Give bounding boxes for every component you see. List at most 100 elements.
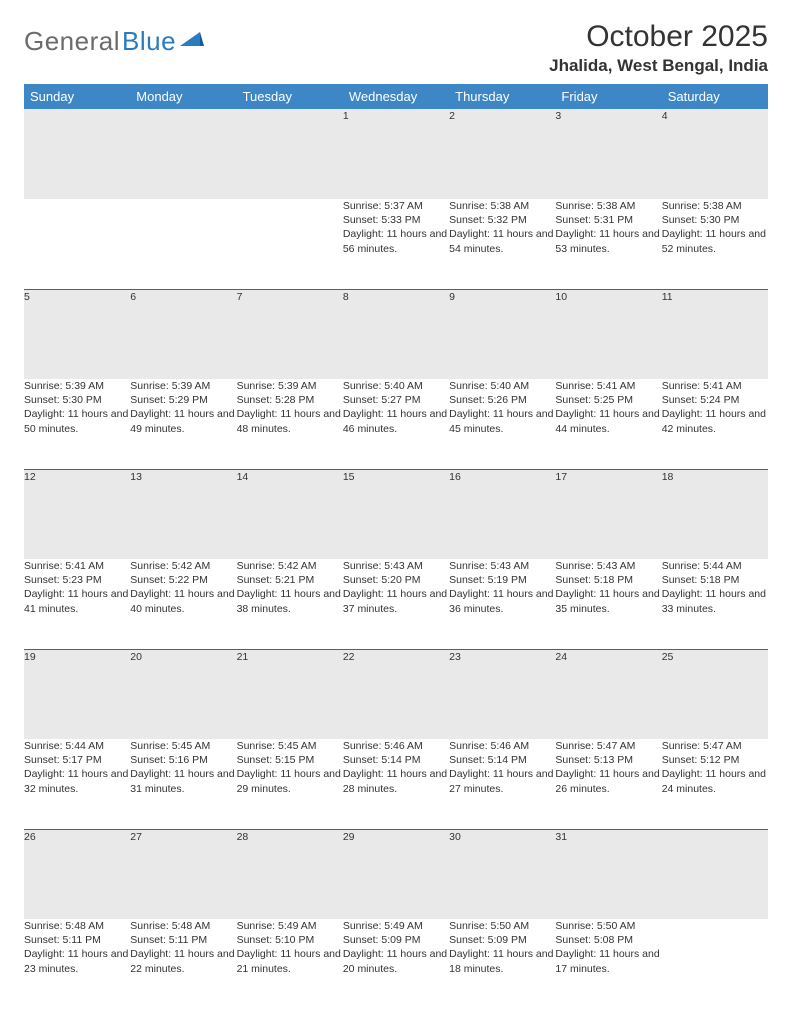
day-content-cell: Sunrise: 5:42 AMSunset: 5:22 PMDaylight:… (130, 559, 236, 649)
day-number-cell: 3 (555, 109, 661, 199)
sunset-text: Sunset: 5:12 PM (662, 753, 768, 767)
day-content-cell: Sunrise: 5:50 AMSunset: 5:08 PMDaylight:… (555, 919, 661, 1009)
month-title: October 2025 (549, 20, 768, 54)
daylight-text: Daylight: 11 hours and 53 minutes. (555, 227, 661, 255)
daylight-text: Daylight: 11 hours and 48 minutes. (237, 407, 343, 435)
daylight-text: Daylight: 11 hours and 20 minutes. (343, 947, 449, 975)
day-number-cell (130, 109, 236, 199)
day-number-cell: 4 (662, 109, 768, 199)
day-header: Thursday (449, 84, 555, 109)
day-number-cell: 14 (237, 469, 343, 559)
sunrise-text: Sunrise: 5:40 AM (449, 379, 555, 393)
calendar-body: 1234Sunrise: 5:37 AMSunset: 5:33 PMDayli… (24, 109, 768, 1009)
sunset-text: Sunset: 5:13 PM (555, 753, 661, 767)
day-content-cell: Sunrise: 5:47 AMSunset: 5:12 PMDaylight:… (662, 739, 768, 829)
daylight-text: Daylight: 11 hours and 29 minutes. (237, 767, 343, 795)
sunrise-text: Sunrise: 5:49 AM (343, 919, 449, 933)
daylight-text: Daylight: 11 hours and 40 minutes. (130, 587, 236, 615)
day-number-cell: 17 (555, 469, 661, 559)
day-number-cell: 7 (237, 289, 343, 379)
week-daynum-row: 19202122232425 (24, 649, 768, 739)
daylight-text: Daylight: 11 hours and 27 minutes. (449, 767, 555, 795)
sunrise-text: Sunrise: 5:47 AM (555, 739, 661, 753)
day-content-cell: Sunrise: 5:38 AMSunset: 5:30 PMDaylight:… (662, 199, 768, 289)
sunrise-text: Sunrise: 5:42 AM (237, 559, 343, 573)
daylight-text: Daylight: 11 hours and 56 minutes. (343, 227, 449, 255)
sunset-text: Sunset: 5:08 PM (555, 933, 661, 947)
day-number-cell: 20 (130, 649, 236, 739)
day-content-cell: Sunrise: 5:45 AMSunset: 5:15 PMDaylight:… (237, 739, 343, 829)
day-number-cell: 22 (343, 649, 449, 739)
daylight-text: Daylight: 11 hours and 38 minutes. (237, 587, 343, 615)
day-content-cell: Sunrise: 5:37 AMSunset: 5:33 PMDaylight:… (343, 199, 449, 289)
day-header: Saturday (662, 84, 768, 109)
sunrise-text: Sunrise: 5:49 AM (237, 919, 343, 933)
day-content-cell: Sunrise: 5:41 AMSunset: 5:23 PMDaylight:… (24, 559, 130, 649)
sunset-text: Sunset: 5:18 PM (555, 573, 661, 587)
sunrise-text: Sunrise: 5:50 AM (449, 919, 555, 933)
sunrise-text: Sunrise: 5:45 AM (130, 739, 236, 753)
sunset-text: Sunset: 5:21 PM (237, 573, 343, 587)
day-number-cell: 10 (555, 289, 661, 379)
daylight-text: Daylight: 11 hours and 22 minutes. (130, 947, 236, 975)
day-number-cell: 13 (130, 469, 236, 559)
sunrise-text: Sunrise: 5:38 AM (449, 199, 555, 213)
day-number-cell: 26 (24, 829, 130, 919)
daylight-text: Daylight: 11 hours and 41 minutes. (24, 587, 130, 615)
sunset-text: Sunset: 5:29 PM (130, 393, 236, 407)
day-number-cell: 19 (24, 649, 130, 739)
day-header: Friday (555, 84, 661, 109)
sunrise-text: Sunrise: 5:43 AM (343, 559, 449, 573)
day-content-cell: Sunrise: 5:49 AMSunset: 5:09 PMDaylight:… (343, 919, 449, 1009)
day-number-cell (237, 109, 343, 199)
header: GeneralBlue October 2025 Jhalida, West B… (24, 20, 768, 76)
sunset-text: Sunset: 5:14 PM (449, 753, 555, 767)
day-number-cell: 8 (343, 289, 449, 379)
sunset-text: Sunset: 5:11 PM (130, 933, 236, 947)
day-content-cell: Sunrise: 5:47 AMSunset: 5:13 PMDaylight:… (555, 739, 661, 829)
day-content-cell (24, 199, 130, 289)
day-number-cell: 1 (343, 109, 449, 199)
day-number-cell: 30 (449, 829, 555, 919)
day-content-cell: Sunrise: 5:44 AMSunset: 5:18 PMDaylight:… (662, 559, 768, 649)
sunset-text: Sunset: 5:22 PM (130, 573, 236, 587)
day-content-cell: Sunrise: 5:40 AMSunset: 5:27 PMDaylight:… (343, 379, 449, 469)
daylight-text: Daylight: 11 hours and 50 minutes. (24, 407, 130, 435)
day-number-cell (24, 109, 130, 199)
daylight-text: Daylight: 11 hours and 18 minutes. (449, 947, 555, 975)
sunset-text: Sunset: 5:23 PM (24, 573, 130, 587)
sunrise-text: Sunrise: 5:37 AM (343, 199, 449, 213)
sunset-text: Sunset: 5:32 PM (449, 213, 555, 227)
week-content-row: Sunrise: 5:39 AMSunset: 5:30 PMDaylight:… (24, 379, 768, 469)
day-header: Monday (130, 84, 236, 109)
sunset-text: Sunset: 5:15 PM (237, 753, 343, 767)
daylight-text: Daylight: 11 hours and 45 minutes. (449, 407, 555, 435)
day-content-cell: Sunrise: 5:46 AMSunset: 5:14 PMDaylight:… (343, 739, 449, 829)
calendar-table: Sunday Monday Tuesday Wednesday Thursday… (24, 84, 768, 1009)
sunset-text: Sunset: 5:17 PM (24, 753, 130, 767)
day-number-cell: 25 (662, 649, 768, 739)
sunset-text: Sunset: 5:09 PM (343, 933, 449, 947)
sunset-text: Sunset: 5:26 PM (449, 393, 555, 407)
daylight-text: Daylight: 11 hours and 17 minutes. (555, 947, 661, 975)
day-number-cell: 6 (130, 289, 236, 379)
daylight-text: Daylight: 11 hours and 44 minutes. (555, 407, 661, 435)
week-daynum-row: 262728293031 (24, 829, 768, 919)
sunset-text: Sunset: 5:33 PM (343, 213, 449, 227)
day-number-cell: 24 (555, 649, 661, 739)
sunset-text: Sunset: 5:24 PM (662, 393, 768, 407)
sunset-text: Sunset: 5:30 PM (24, 393, 130, 407)
week-content-row: Sunrise: 5:44 AMSunset: 5:17 PMDaylight:… (24, 739, 768, 829)
day-content-cell: Sunrise: 5:42 AMSunset: 5:21 PMDaylight:… (237, 559, 343, 649)
day-content-cell: Sunrise: 5:49 AMSunset: 5:10 PMDaylight:… (237, 919, 343, 1009)
sunrise-text: Sunrise: 5:42 AM (130, 559, 236, 573)
sunrise-text: Sunrise: 5:39 AM (24, 379, 130, 393)
day-number-cell: 15 (343, 469, 449, 559)
week-daynum-row: 567891011 (24, 289, 768, 379)
daylight-text: Daylight: 11 hours and 54 minutes. (449, 227, 555, 255)
brand-text-general: General (24, 26, 120, 57)
sunrise-text: Sunrise: 5:48 AM (24, 919, 130, 933)
sunset-text: Sunset: 5:14 PM (343, 753, 449, 767)
day-content-cell: Sunrise: 5:45 AMSunset: 5:16 PMDaylight:… (130, 739, 236, 829)
sunrise-text: Sunrise: 5:41 AM (555, 379, 661, 393)
